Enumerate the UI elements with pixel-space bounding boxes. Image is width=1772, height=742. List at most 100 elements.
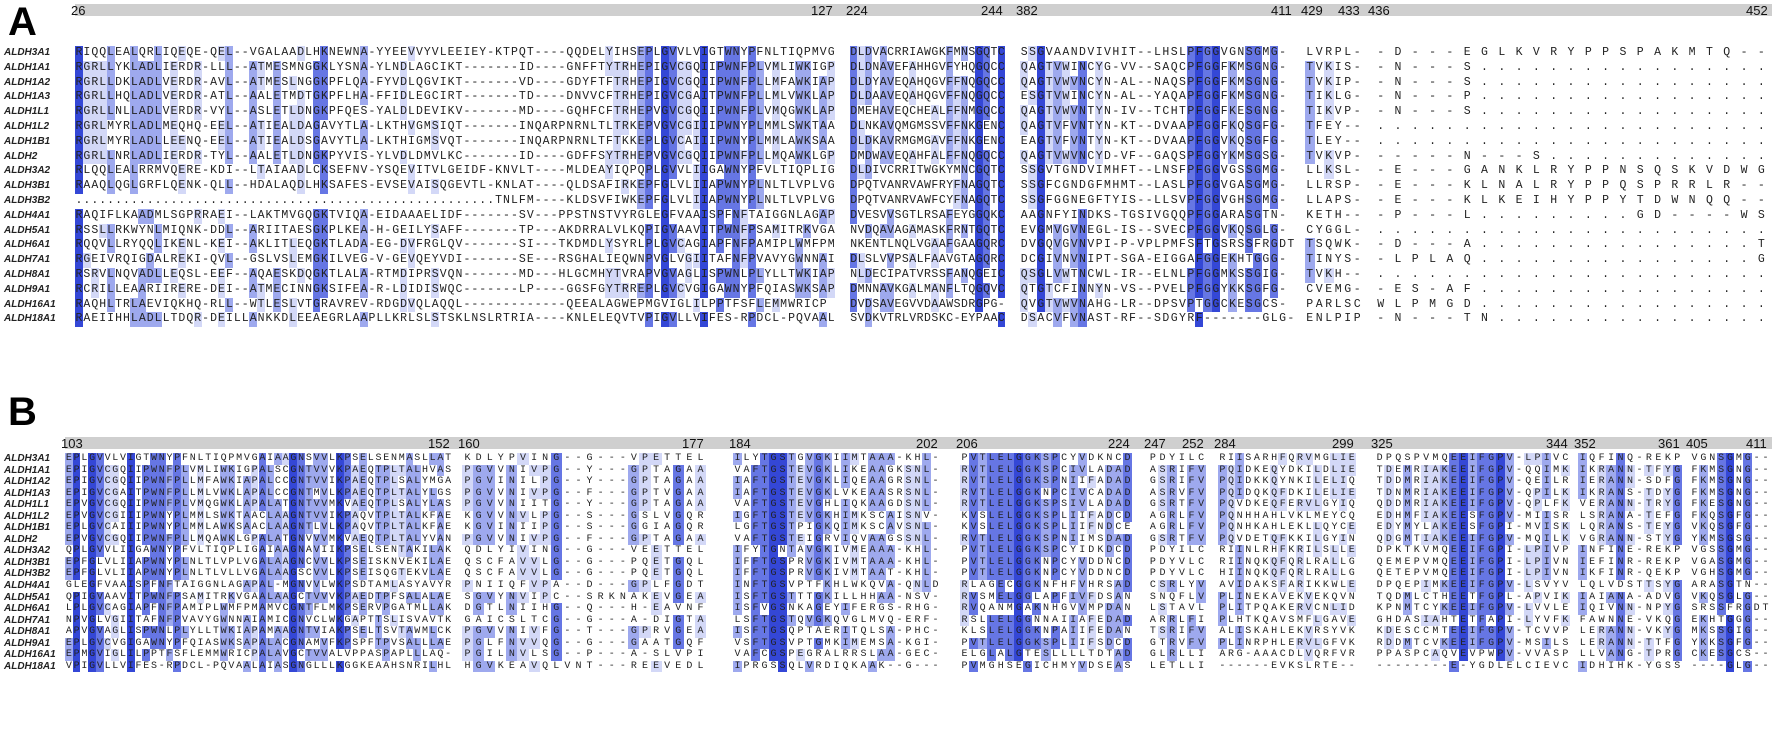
conservation-shading: [668, 134, 677, 150]
sequence-row-container: FKMSGNG--: [1690, 464, 1771, 477]
conservation-shading: [755, 119, 764, 135]
conservation-shading: [154, 90, 163, 106]
sequence-name: ALDH16A1: [4, 298, 56, 310]
conservation-shading: [819, 312, 828, 328]
conservation-shading: [909, 60, 917, 76]
sequence-row-container: GTRVFV: [1148, 637, 1208, 650]
sequence-row: RLQQLEALRRMVQERE-KDI--LTAIAADLCKSEFNV-YS…: [75, 164, 836, 178]
sequence-row-container: EPLGVCVGIGAWNYPFQIASWKSAPALACGNAMVFKPSPF…: [65, 637, 453, 650]
conservation-shading: [850, 46, 858, 61]
conservation-shading: [724, 282, 733, 298]
sequence-row-container: LPLGVCAGIAPFNFPAMIPLWMFPMAMVCGNTFLMKPSER…: [65, 603, 453, 615]
conservation-shading: [249, 149, 258, 165]
sequence-row: IAFTGSTEVGKLVKEAASRSNL-: [734, 487, 942, 499]
sequence-row: TVKH--: [1306, 267, 1364, 281]
block-end-position: 177: [682, 436, 704, 451]
sequence-row: -----N---S.............: [1377, 149, 1772, 163]
conservation-shading: [257, 297, 265, 313]
conservation-shading: [98, 75, 107, 91]
conservation-shading: [660, 193, 669, 209]
conservation-shading: [732, 134, 740, 150]
sequence-row-container: NPVGLVGIITAFNFPVAVYGWNNAIAMICGNVCLWKGAPT…: [65, 614, 453, 627]
conservation-shading: [700, 119, 709, 135]
sequence-row: YKKSGFG--: [1691, 637, 1772, 649]
sequence-row-container: PDYVLC: [1148, 568, 1208, 580]
conservation-shading: [803, 60, 812, 76]
sequence-row-container: RSRVLNQVADLLEQSL-EEF--AQAESKDQGKTLALA-RT…: [75, 267, 836, 283]
sequence-row: EPVGVCGQIIPWNFPLLMQAWKLGPALATGNVVVMKVAEQ…: [65, 533, 453, 545]
sequence-row-container: GLEGFVAAISPFNFTAIGGNLAGAPAL-MGNVVLWKPSDT…: [65, 580, 453, 592]
sequence-row-container: LETLLI: [1148, 661, 1208, 673]
conservation-shading: [879, 90, 887, 106]
conservation-shading: [645, 75, 653, 91]
conservation-shading: [997, 119, 1005, 135]
sequence-name: ALDH8A1: [4, 626, 51, 638]
conservation-shading: [320, 75, 329, 91]
sequence-row-container: ISFVGSNKAGEYIFERGS-RHG-: [733, 603, 942, 615]
conservation-shading: [645, 267, 653, 283]
sequence-row-container: NVDQAVAGAMASKFRNTGQTC: [850, 223, 1005, 239]
sequence-row-container: IAFTGSTEVGKLVKEAASRSNL-: [733, 487, 942, 500]
conservation-shading: [613, 134, 622, 150]
sequence-row: SRSSFRGDT: [1691, 603, 1772, 615]
sequence-name: ALDH3A1: [4, 453, 51, 464]
conservation-shading: [982, 46, 991, 61]
sequence-row: FKESGNG--: [1691, 499, 1772, 511]
sequence-row-container: CKESGCS--: [1690, 649, 1771, 661]
conservation-shading: [684, 119, 693, 135]
sequence-row: INFINE-REKP: [1579, 545, 1684, 557]
sequence-row-container: PQIDKKQYNKILELIQ: [1218, 476, 1357, 488]
sequence-name: ALDH1A2: [4, 76, 51, 88]
conservation-shading: [645, 223, 653, 239]
conservation-shading: [312, 134, 321, 150]
sequence-row: ------EVKSLRTE--: [1219, 660, 1358, 672]
conservation-shading: [724, 193, 733, 209]
conservation-shading: [827, 75, 835, 91]
conservation-shading: [320, 46, 329, 61]
sequence-row: DLDNAVEFAHHGVFYHQGQCC: [850, 60, 1006, 74]
sequence-row: EPIGVCGQIIPWNFPLVMLIWKIGPALSCGNTVVVKPAEQ…: [65, 464, 453, 476]
block-end-position: 152: [428, 436, 450, 451]
conservation-shading: [747, 90, 756, 106]
sequence-row: --------E-YGDLELCIEVC: [1376, 660, 1572, 672]
sequence-row-container: RDDMTCVKEEIFGPV-MSILS: [1375, 637, 1572, 650]
conservation-shading: [879, 134, 887, 150]
conservation-shading: [407, 297, 416, 313]
sequence-row-container: EPIGVCGAITPWNFPLLMLVWKLAPALCCGNTMVLKPAEQ…: [65, 487, 453, 500]
sequence-row-container: IERANN-SDFG: [1578, 476, 1684, 488]
conservation-shading: [668, 90, 677, 106]
sequence-row-container: LLKSL-: [1305, 164, 1363, 180]
conservation-shading: [75, 238, 83, 254]
sequence-row-container: KVSLELGGKSPLIIFADCD: [960, 510, 1134, 523]
conservation-shading: [645, 90, 653, 106]
conservation-shading: [716, 119, 725, 135]
conservation-shading: [272, 60, 281, 76]
sequence-row: RVTLELGGKSPNIIMSDAD: [961, 533, 1134, 545]
sequence-row-container: TIKVP-: [1305, 105, 1363, 120]
sequence-row-container: SSGVAANDVIVHIT--LHSLPFGGVGNSGMG-: [1020, 46, 1296, 61]
conservation-shading: [431, 267, 440, 283]
sequence-name: ALDH16A1: [4, 649, 56, 661]
conservation-shading: [130, 75, 139, 91]
sequence-row-container: IAFTGSTEVGKLIQEAAGRSNL-: [733, 476, 942, 488]
sequence-row-container: ARRLFI: [1148, 614, 1208, 627]
conservation-shading: [320, 164, 329, 180]
conservation-shading: [660, 149, 669, 165]
conservation-shading: [605, 238, 614, 254]
conservation-shading: [692, 193, 701, 209]
conservation-shading: [138, 119, 147, 135]
sequence-row: PARLSC: [1306, 297, 1364, 311]
conservation-shading: [130, 179, 139, 194]
conservation-shading: [747, 193, 756, 209]
conservation-shading: [130, 149, 139, 165]
conservation-shading: [249, 75, 258, 91]
sequence-name: ALDH5A1: [4, 591, 51, 603]
sequence-row-container: IGFTGSTEVGKHIMKSCAISNV-: [733, 510, 942, 523]
sequence-row: .......................: [1377, 223, 1772, 237]
conservation-shading: [75, 297, 83, 313]
conservation-shading: [272, 105, 281, 120]
sequence-row: LQLVDSTTSYG: [1579, 580, 1684, 592]
conservation-shading: [130, 164, 139, 180]
sequence-row-container: RVQANMGAKNHGVVMPDAN: [960, 603, 1134, 615]
conservation-shading: [613, 119, 622, 135]
